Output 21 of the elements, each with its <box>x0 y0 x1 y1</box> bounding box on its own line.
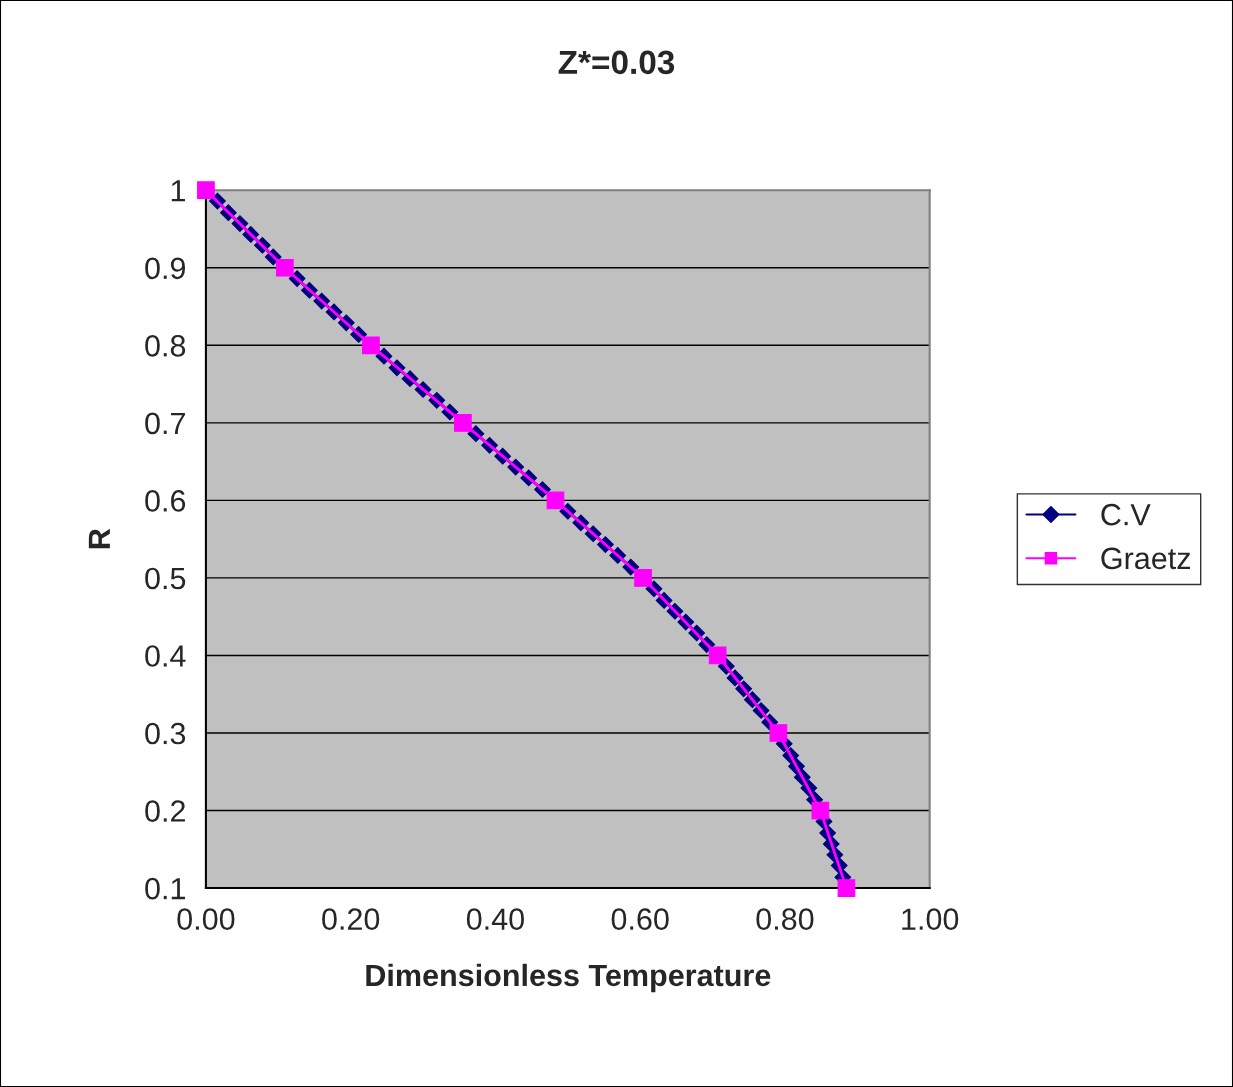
x-axis-title: Dimensionless Temperature <box>366 963 771 993</box>
legend-label: C.V <box>1101 503 1151 526</box>
x-tick-label: 0.60 <box>611 908 669 930</box>
y-tick-label: 0.1 <box>145 877 185 900</box>
x-tick-label: 0.80 <box>756 908 814 930</box>
y-tick-label: 0.7 <box>145 412 185 435</box>
legend-label: Graetz <box>1101 547 1191 570</box>
y-tick-label: 0.3 <box>145 722 186 745</box>
y-tick-label: 0.5 <box>145 567 186 590</box>
x-tick-label: 1.00 <box>902 908 959 930</box>
y-axis-title: R <box>88 528 110 549</box>
y-tick-label: 0.6 <box>145 490 186 512</box>
y-tick-label: 0.4 <box>145 645 186 667</box>
x-tick-label: 0.40 <box>466 908 524 930</box>
chart-title: Z*=0.03 <box>558 50 675 75</box>
y-tick-label: 0.2 <box>145 800 185 822</box>
x-tick-label: 0.20 <box>322 908 380 930</box>
y-tick-label: 1 <box>171 180 185 202</box>
y-tick-label: 0.8 <box>145 335 186 357</box>
y-tick-label: 0.9 <box>145 257 186 280</box>
x-tick-label: 0.00 <box>177 908 235 930</box>
